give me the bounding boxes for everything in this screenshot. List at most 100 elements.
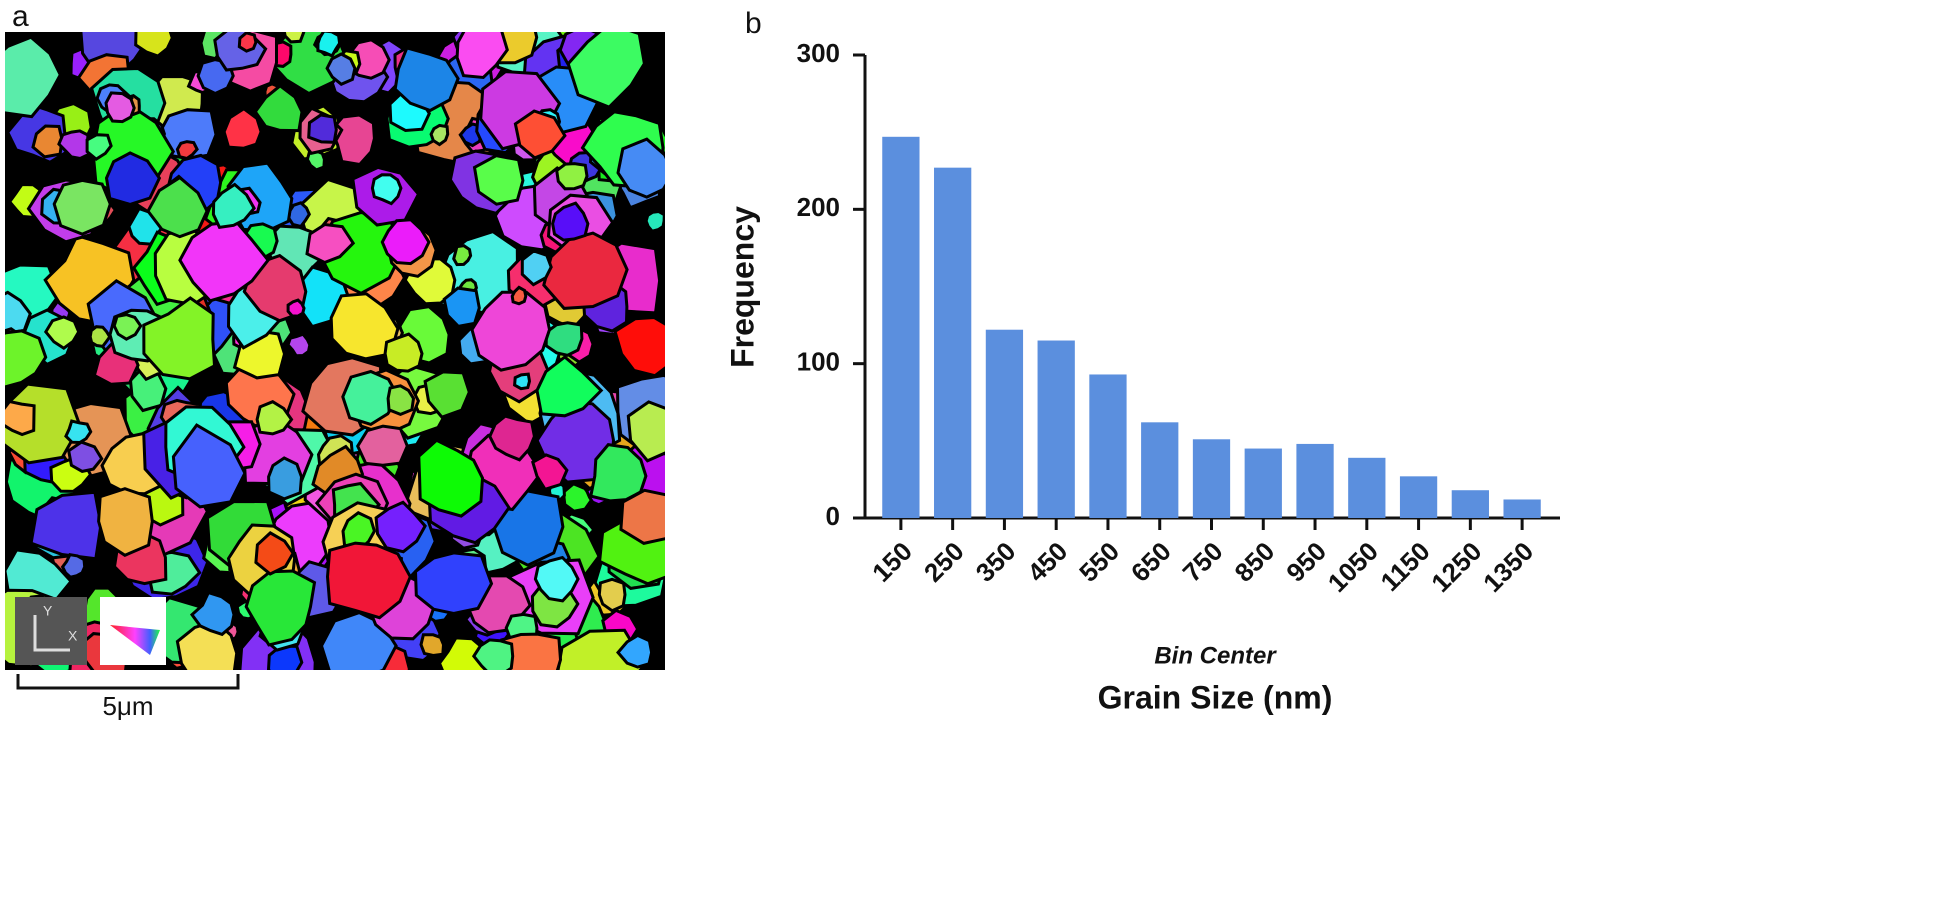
y-axis-label: Frequency bbox=[724, 206, 760, 368]
grain bbox=[452, 244, 473, 267]
grain bbox=[472, 154, 525, 206]
grain bbox=[325, 52, 357, 87]
grain bbox=[544, 321, 584, 357]
grain bbox=[305, 222, 356, 265]
bar bbox=[1141, 422, 1179, 518]
grain bbox=[237, 32, 258, 53]
grain bbox=[142, 296, 217, 381]
scale-bar bbox=[16, 674, 240, 690]
grain bbox=[5, 35, 62, 119]
grain bbox=[43, 315, 81, 351]
y-tick-label: 100 bbox=[797, 347, 840, 377]
grain bbox=[286, 332, 312, 358]
grain bbox=[282, 32, 306, 44]
grain bbox=[619, 488, 665, 545]
grain bbox=[413, 551, 494, 616]
grain bbox=[266, 644, 304, 670]
grain bbox=[134, 32, 174, 58]
grain bbox=[29, 490, 103, 561]
x-tick-label: 1150 bbox=[1375, 536, 1436, 597]
grain bbox=[112, 313, 143, 341]
bar bbox=[1037, 340, 1075, 518]
bar bbox=[1192, 439, 1231, 518]
grain bbox=[329, 292, 400, 361]
color-key bbox=[110, 625, 160, 655]
grain bbox=[146, 175, 209, 239]
grain bbox=[356, 424, 409, 467]
grain bbox=[533, 555, 580, 603]
grain bbox=[189, 590, 236, 637]
grain bbox=[471, 638, 515, 670]
grain bbox=[88, 325, 112, 349]
grain bbox=[551, 201, 590, 242]
bar bbox=[934, 167, 972, 518]
grain bbox=[470, 290, 552, 372]
grain bbox=[244, 569, 317, 647]
grain bbox=[520, 249, 553, 287]
bar bbox=[1503, 499, 1541, 518]
grain bbox=[374, 500, 427, 554]
grain bbox=[175, 140, 199, 161]
bar bbox=[1399, 476, 1438, 518]
y-tick-label: 300 bbox=[797, 38, 840, 68]
grain bbox=[380, 218, 431, 266]
ebsd-map bbox=[5, 32, 665, 670]
grain bbox=[417, 438, 485, 518]
grain bbox=[267, 456, 304, 501]
grain bbox=[370, 173, 403, 206]
grain bbox=[171, 423, 247, 509]
grain bbox=[307, 113, 338, 144]
bar bbox=[1348, 457, 1386, 518]
y-tick-label: 0 bbox=[826, 501, 840, 531]
y-tick-label: 200 bbox=[797, 192, 840, 222]
grain bbox=[455, 32, 509, 80]
grain bbox=[513, 372, 532, 391]
bar bbox=[985, 329, 1024, 518]
bar bbox=[1296, 443, 1334, 518]
bar bbox=[882, 136, 920, 518]
grain bbox=[442, 286, 481, 328]
panel-label: a bbox=[12, 0, 29, 33]
x-tick-label: 450 bbox=[1021, 536, 1073, 588]
grain bbox=[419, 633, 446, 658]
grain bbox=[52, 178, 112, 236]
x-tick-label: 1250 bbox=[1425, 536, 1487, 598]
grain bbox=[616, 633, 654, 669]
grain bbox=[85, 133, 113, 161]
grain bbox=[531, 453, 569, 492]
axis-arrows bbox=[33, 615, 70, 652]
grain bbox=[178, 219, 271, 303]
x-tick-label: 550 bbox=[1073, 536, 1125, 588]
grain bbox=[222, 106, 263, 150]
x-tick-label: 150 bbox=[866, 536, 918, 588]
grain bbox=[644, 209, 665, 233]
x-tick-label: 1050 bbox=[1322, 536, 1384, 598]
x-tick-label: 250 bbox=[918, 536, 970, 588]
grain bbox=[5, 329, 48, 389]
grain bbox=[393, 46, 460, 113]
grain bbox=[341, 369, 401, 427]
grain bbox=[597, 577, 627, 613]
x-tick-label: 650 bbox=[1125, 536, 1177, 588]
grain bbox=[104, 91, 136, 124]
grain bbox=[616, 137, 665, 199]
x-tick-label: 350 bbox=[970, 536, 1022, 588]
grain bbox=[555, 162, 589, 191]
grain bbox=[429, 123, 450, 147]
panel-label: b bbox=[745, 7, 762, 40]
grain bbox=[488, 414, 536, 462]
grain bbox=[566, 32, 646, 109]
grain bbox=[316, 32, 342, 58]
axis-y: Y bbox=[43, 603, 53, 619]
grain bbox=[613, 315, 665, 378]
grain bbox=[286, 298, 306, 318]
scale-label: 5μm bbox=[102, 691, 153, 721]
grain bbox=[255, 400, 294, 436]
grain bbox=[510, 285, 528, 306]
grain bbox=[60, 553, 87, 579]
bar bbox=[1244, 448, 1282, 518]
grain bbox=[254, 531, 295, 576]
x-tick-label: 850 bbox=[1228, 536, 1280, 588]
grain bbox=[423, 370, 471, 419]
